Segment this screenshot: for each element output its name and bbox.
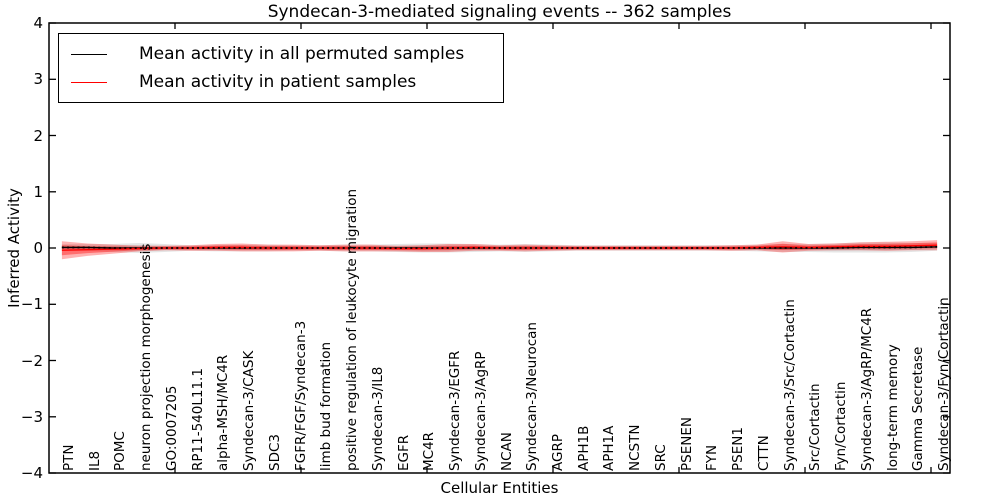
x-category-label: NCSTN bbox=[627, 424, 644, 471]
x-category-label: MC4R bbox=[421, 431, 438, 471]
y-tick-label: −2 bbox=[20, 351, 43, 370]
x-category-label: Syndecan-3/IL8 bbox=[369, 366, 386, 471]
x-category-label: Syndecan-3/Fyn/Cortactin bbox=[936, 297, 953, 471]
y-tick-label: 1 bbox=[33, 182, 43, 201]
x-category-label: APH1A bbox=[601, 425, 618, 471]
y-tick-label: 3 bbox=[33, 70, 43, 89]
x-category-label: Syndecan-3/Src/Cortactin bbox=[781, 299, 798, 471]
x-category-label: POMC bbox=[112, 431, 129, 471]
x-category-label: alpha-MSH/MC4R bbox=[215, 354, 232, 471]
y-tick-label: 4 bbox=[33, 14, 43, 32]
legend-entry-patient: Mean activity in patient samples bbox=[71, 68, 493, 96]
x-category-label: CTTN bbox=[755, 435, 772, 471]
x-category-label: Syndecan-3/EGFR bbox=[447, 350, 463, 471]
x-category-label: APH1B bbox=[575, 425, 592, 471]
x-category-label: GO:0007205 bbox=[163, 385, 180, 471]
x-category-label: limb bud formation bbox=[318, 341, 335, 471]
x-category-label: neuron projection morphogenesis bbox=[138, 243, 155, 471]
x-category-label: Syndecan-3/Neurocan bbox=[524, 322, 541, 471]
x-category-label: Syndecan-3/AgRP/MC4R bbox=[858, 307, 875, 471]
x-category-label: SRC bbox=[652, 444, 669, 471]
x-category-label: PTN bbox=[60, 444, 77, 472]
y-tick-label: 2 bbox=[33, 126, 43, 145]
x-category-label: NCAN bbox=[498, 432, 515, 471]
legend-label-permuted: Mean activity in all permuted samples bbox=[139, 44, 465, 64]
x-category-label: long-term memory bbox=[884, 344, 901, 471]
legend: Mean activity in all permuted samples Me… bbox=[58, 33, 504, 103]
x-category-label: FYN bbox=[704, 444, 721, 471]
x-category-label: Gamma Secretase bbox=[910, 346, 927, 471]
x-category-label: Syndecan-3/AgRP bbox=[472, 351, 489, 471]
x-category-label: PSEN1 bbox=[730, 427, 747, 471]
x-category-label: EGFR bbox=[395, 434, 412, 471]
x-category-label: positive regulation of leukocyte migrati… bbox=[344, 188, 361, 471]
x-category-label: AGRP bbox=[549, 434, 566, 471]
legend-line-permuted-icon bbox=[71, 53, 107, 55]
patient-band-outer bbox=[61, 240, 938, 260]
x-category-label: FGFR/FGF/Syndecan-3 bbox=[292, 320, 309, 471]
y-tick-label: −1 bbox=[20, 295, 43, 314]
y-tick-label: −4 bbox=[20, 464, 43, 482]
x-category-label: RP11-540L11.1 bbox=[189, 368, 206, 471]
legend-label-patient: Mean activity in patient samples bbox=[139, 72, 417, 92]
y-tick-label: −3 bbox=[20, 407, 43, 426]
chart-title: Syndecan-3-mediated signaling events -- … bbox=[267, 2, 732, 22]
x-category-label: PSENEN bbox=[678, 417, 695, 471]
x-category-label: IL8 bbox=[86, 450, 103, 471]
permuted-dotted-overlay bbox=[61, 245, 938, 249]
x-category-label: Fyn/Cortactin bbox=[833, 381, 850, 471]
y-tick-label: 0 bbox=[33, 239, 43, 257]
x-category-label: SDC3 bbox=[266, 434, 283, 471]
x-category-label: Syndecan-3/CASK bbox=[241, 350, 258, 471]
legend-line-patient-icon bbox=[71, 81, 107, 83]
x-category-label: Src/Cortactin bbox=[807, 383, 824, 471]
legend-entry-permuted: Mean activity in all permuted samples bbox=[71, 40, 493, 68]
x-axis-label: Cellular Entities bbox=[440, 479, 559, 497]
